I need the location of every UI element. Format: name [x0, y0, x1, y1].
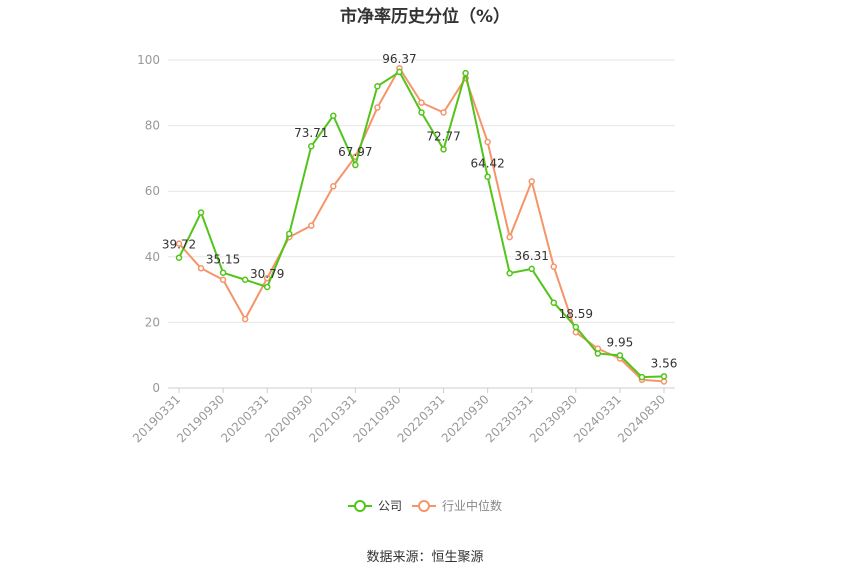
point-industry[interactable] [440, 109, 447, 116]
legend: 公司 行业中位数 [348, 498, 502, 513]
y-tick-label: 60 [145, 184, 160, 198]
point-company[interactable] [550, 299, 558, 306]
data-label: 96.37 [382, 52, 416, 66]
point-company[interactable] [285, 230, 293, 238]
point-industry[interactable] [528, 178, 535, 185]
legend-marker-industry [418, 500, 430, 512]
y-axis-ticks: 0 20 40 60 80 100 [137, 53, 160, 395]
legend-label-industry: 行业中位数 [442, 498, 502, 513]
grid-lines [168, 59, 675, 389]
point-company[interactable] [484, 173, 491, 180]
point-company[interactable] [660, 373, 668, 380]
point-company[interactable] [374, 82, 381, 90]
legend-marker-company [354, 500, 366, 512]
point-industry[interactable] [550, 263, 558, 270]
legend-label-company: 公司 [378, 499, 402, 513]
data-label: 36.31 [515, 249, 549, 263]
y-tick-label: 100 [137, 53, 160, 67]
point-company[interactable] [616, 352, 624, 359]
point-company[interactable] [175, 254, 183, 261]
y-tick-label: 0 [152, 381, 160, 395]
data-label: 35.15 [206, 253, 240, 267]
point-industry[interactable] [506, 233, 513, 241]
data-label: 72.77 [426, 129, 460, 143]
point-industry[interactable] [660, 378, 668, 385]
point-industry[interactable] [197, 265, 205, 272]
y-tick-label: 40 [145, 250, 160, 264]
data-source-note: 数据来源：恒生聚源 [366, 550, 484, 565]
y-tick-label: 20 [145, 315, 160, 329]
data-label: 18.59 [559, 307, 593, 321]
point-company[interactable] [594, 350, 602, 357]
point-company[interactable] [462, 69, 469, 77]
point-industry[interactable] [263, 274, 271, 282]
data-label: 3.56 [651, 356, 678, 370]
point-company[interactable] [352, 161, 359, 169]
point-industry[interactable] [418, 99, 425, 106]
x-axis: 2019033120190930202003312020093020210331… [130, 387, 675, 445]
point-company[interactable] [440, 146, 447, 153]
data-label: 73.71 [294, 126, 328, 140]
y-tick-label: 80 [145, 119, 160, 133]
series-lines [175, 64, 668, 385]
data-labels: 39.72 35.15 30.79 73.71 67.97 96.37 72.77 64.42… [162, 52, 678, 370]
point-company[interactable] [396, 68, 403, 76]
x-tick-label: 20240830 [615, 392, 668, 445]
point-industry[interactable] [330, 183, 337, 190]
point-company[interactable] [638, 373, 646, 381]
legend-item-industry[interactable]: 行业中位数 [412, 498, 502, 513]
point-company[interactable] [263, 283, 271, 291]
point-company[interactable] [506, 269, 513, 277]
series-line-company [178, 70, 665, 379]
point-company[interactable] [197, 209, 205, 216]
point-industry[interactable] [241, 315, 249, 323]
point-company[interactable] [241, 276, 249, 284]
data-label: 64.42 [470, 157, 504, 171]
legend-item-company[interactable]: 公司 [348, 499, 402, 513]
point-company[interactable] [308, 142, 315, 150]
data-label: 9.95 [607, 335, 634, 349]
point-company[interactable] [219, 269, 227, 276]
point-company[interactable] [528, 265, 535, 273]
point-company[interactable] [418, 109, 425, 116]
chart-title: 市净率历史分位（%） [339, 7, 511, 27]
data-label: 67.97 [338, 145, 372, 159]
point-company[interactable] [330, 112, 337, 120]
point-industry[interactable] [374, 104, 381, 111]
point-industry[interactable] [175, 240, 183, 247]
point-industry[interactable] [219, 276, 227, 284]
data-label: 30.79 [250, 267, 284, 281]
point-industry[interactable] [484, 138, 491, 146]
point-company[interactable] [572, 323, 580, 331]
point-industry[interactable] [308, 222, 315, 229]
data-label: 39.72 [162, 238, 196, 252]
